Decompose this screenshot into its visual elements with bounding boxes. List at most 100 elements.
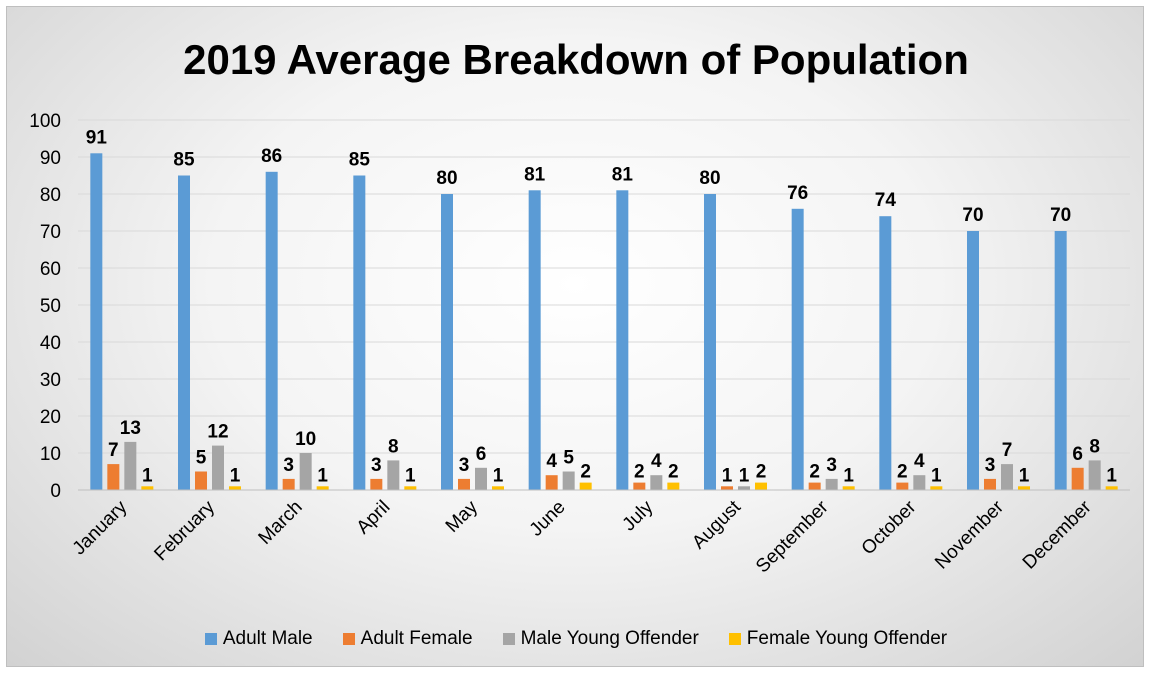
bar	[299, 453, 312, 490]
x-tick-label: February	[150, 496, 219, 565]
bar	[808, 482, 821, 490]
y-tick-label: 90	[40, 148, 61, 169]
data-label: 81	[524, 164, 546, 185]
data-label: 3	[826, 455, 837, 476]
data-label: 12	[207, 422, 228, 443]
data-label: 1	[405, 465, 416, 486]
bar	[1071, 467, 1084, 490]
bar	[90, 153, 103, 491]
x-tick-label: December	[1019, 496, 1096, 573]
y-tick-label: 30	[40, 370, 61, 391]
data-label: 91	[86, 127, 108, 148]
x-tick-label: June	[526, 497, 570, 541]
data-label: 70	[962, 205, 983, 226]
data-label: 13	[120, 418, 141, 439]
data-label: 5	[196, 448, 207, 469]
bar	[755, 482, 767, 490]
data-label: 4	[651, 451, 662, 472]
y-tick-label: 100	[29, 111, 61, 132]
legend-swatch	[502, 633, 515, 645]
legend-swatch	[342, 633, 355, 645]
bar	[370, 478, 383, 490]
x-tick-label: April	[353, 497, 395, 539]
bar	[1018, 486, 1030, 490]
y-tick-label: 10	[40, 444, 61, 465]
data-label: 1	[1019, 465, 1030, 486]
x-tick-label: August	[688, 496, 745, 553]
bar	[1088, 460, 1101, 490]
data-label: 3	[459, 455, 470, 476]
y-tick-label: 20	[40, 407, 61, 428]
bar	[967, 231, 979, 490]
data-label: 5	[563, 448, 574, 469]
bar	[212, 445, 224, 490]
x-tick-label: October	[858, 496, 921, 559]
bar	[1105, 486, 1118, 490]
y-tick-label: 40	[40, 333, 61, 354]
data-label: 4	[546, 451, 557, 472]
data-label: 74	[875, 190, 897, 211]
bar	[195, 471, 207, 490]
bar	[492, 486, 504, 490]
data-label: 7	[1002, 440, 1013, 461]
data-label: 3	[371, 455, 382, 476]
x-tick-label: September	[752, 496, 833, 577]
bar	[1001, 464, 1013, 490]
data-label: 2	[634, 462, 645, 483]
y-tick-label: 80	[40, 185, 61, 206]
data-label: 6	[476, 444, 487, 465]
data-label: 1	[843, 465, 854, 486]
data-label: 1	[230, 465, 241, 486]
data-label: 85	[173, 150, 195, 171]
data-label: 3	[283, 455, 294, 476]
data-label: 4	[914, 451, 925, 472]
data-label: 80	[436, 168, 457, 189]
bar	[528, 190, 541, 491]
data-label: 80	[699, 168, 720, 189]
bar	[650, 475, 663, 490]
bar	[265, 171, 278, 491]
data-label: 2	[809, 462, 820, 483]
bar	[930, 486, 943, 490]
bar	[704, 194, 716, 490]
bar	[896, 482, 909, 490]
data-label: 7	[108, 440, 119, 461]
bar	[229, 486, 241, 490]
y-tick-label: 0	[50, 481, 61, 502]
bar	[721, 486, 733, 490]
bar	[579, 482, 592, 490]
bar	[316, 486, 329, 490]
data-label: 1	[931, 465, 942, 486]
y-tick-label: 50	[40, 296, 61, 317]
legend-entry: Adult Female	[342, 628, 473, 650]
data-label: 1	[493, 465, 504, 486]
bar	[545, 475, 558, 490]
legend-label: Male Young Offender	[520, 628, 699, 649]
bar	[633, 482, 646, 490]
y-tick-label: 60	[40, 259, 61, 280]
legend-entry: Male Young Offender	[502, 628, 699, 650]
bar	[1054, 231, 1067, 490]
data-label: 8	[388, 436, 399, 457]
bar	[475, 467, 487, 490]
data-label: 1	[142, 465, 153, 486]
data-label: 76	[787, 183, 808, 204]
legend: Adult Male Adult Female Male Young Offende…	[0, 628, 1152, 650]
bar	[282, 478, 295, 490]
bar	[387, 460, 400, 490]
x-tick-label: March	[255, 497, 307, 549]
bar	[616, 190, 629, 491]
bar	[842, 486, 855, 490]
y-tick-label: 70	[40, 222, 61, 243]
legend-label: Female Young Offender	[746, 628, 948, 649]
data-label: 1	[722, 465, 733, 486]
bar	[353, 175, 366, 490]
data-label: 6	[1072, 444, 1083, 465]
data-label: 2	[668, 462, 679, 483]
bar	[404, 486, 417, 490]
data-label: 2	[897, 462, 908, 483]
data-label: 3	[985, 455, 996, 476]
bar	[667, 482, 680, 490]
chart-title: 2019 Average Breakdown of Population	[183, 36, 969, 83]
